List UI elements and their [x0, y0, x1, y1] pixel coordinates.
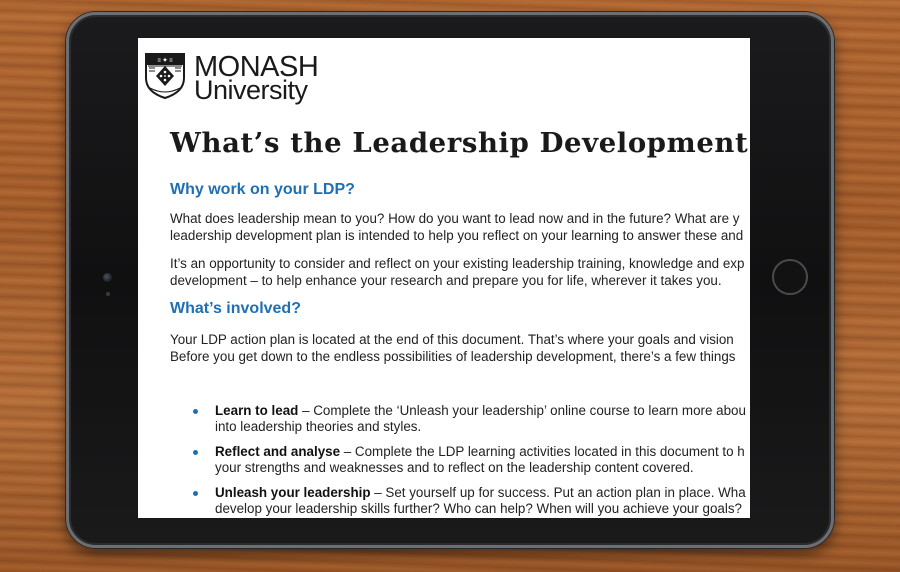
bullet-icon: [193, 450, 198, 455]
list-item-title: Reflect and analyse: [215, 444, 341, 459]
logo-wordmark-monash: MONASH: [194, 51, 319, 83]
paragraph-line: leadership development plan is intended …: [170, 228, 744, 243]
document-screen[interactable]: ≡ ✦ ≡ MONASH University What’s the Leade…: [138, 38, 750, 518]
list-item-line1: – Complete the LDP learning activities l…: [340, 444, 745, 459]
section-heading-why: Why work on your LDP?: [170, 181, 355, 198]
bullet-icon: [193, 491, 198, 496]
monash-logo: ≡ ✦ ≡ MONASH University: [144, 51, 324, 108]
list-item-title: Learn to lead: [215, 403, 299, 418]
logo-wordmark-university: University: [194, 75, 308, 105]
document-title: What’s the Leadership Development Plan: [170, 127, 750, 159]
bullet-icon: [193, 409, 198, 414]
paragraph-line: Your LDP action plan is located at the e…: [170, 332, 734, 347]
paragraph-line: What does leadership mean to you? How do…: [170, 211, 740, 226]
section-heading-involved: What’s involved?: [170, 300, 301, 317]
list-item-line2: develop your leadership skills further? …: [215, 501, 742, 516]
paragraph-line: It’s an opportunity to consider and refl…: [170, 256, 745, 271]
svg-text:≡ ✦ ≡: ≡ ✦ ≡: [157, 57, 173, 64]
list-item-title: Unleash your leadership: [215, 485, 371, 500]
list-item-text: Unleash your leadership – Set yourself u…: [215, 485, 746, 517]
home-button[interactable]: [772, 259, 808, 295]
paragraph-line: Before you get down to the endless possi…: [170, 349, 736, 364]
camera-icon: [103, 273, 112, 282]
monash-crest-icon: ≡ ✦ ≡: [145, 53, 185, 100]
list-item-line1: – Complete the ‘Unleash your leadership’…: [298, 403, 746, 418]
list-item-line2: into leadership theories and styles.: [215, 419, 422, 434]
list-item-text: Reflect and analyse – Complete the LDP l…: [215, 444, 745, 476]
list-item-line2: your strengths and weaknesses and to ref…: [215, 460, 694, 475]
microphone-icon: [106, 292, 110, 296]
paragraph-line: development – to help enhance your resea…: [170, 273, 722, 288]
list-item-text: Learn to lead – Complete the ‘Unleash yo…: [215, 403, 746, 435]
list-item-line1: – Set yourself up for success. Put an ac…: [370, 485, 746, 500]
